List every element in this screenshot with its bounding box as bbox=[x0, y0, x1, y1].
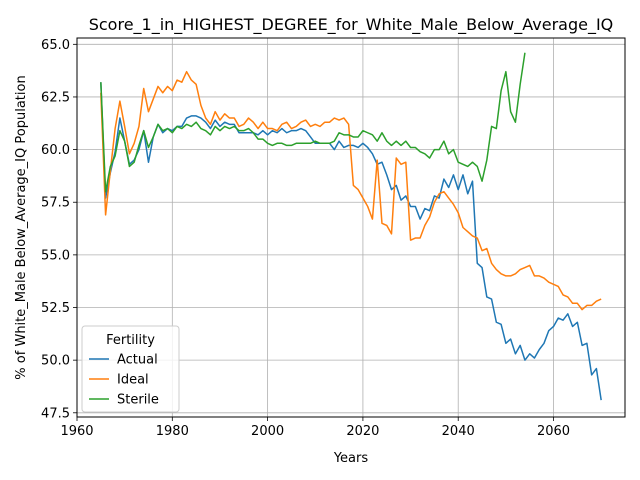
y-tick-label: 52.5 bbox=[41, 301, 70, 316]
series-lines bbox=[100, 52, 602, 401]
legend-box bbox=[81, 325, 180, 413]
x-tick-label: 2020 bbox=[346, 424, 379, 439]
y-axis-label: % of White_Male Below_Average_IQ Populat… bbox=[14, 75, 29, 379]
x-tick-label: 2000 bbox=[251, 424, 284, 439]
x-tick-label: 2060 bbox=[537, 424, 570, 439]
x-tick-label: 2040 bbox=[442, 424, 475, 439]
y-tick-label: 57.5 bbox=[41, 196, 70, 211]
y-tick-label: 47.5 bbox=[41, 406, 70, 421]
y-tick-label: 65.0 bbox=[41, 38, 70, 53]
plot-frame bbox=[76, 37, 626, 418]
y-tick-label: 60.0 bbox=[41, 143, 70, 158]
legend-label-actual: Actual bbox=[117, 353, 158, 368]
legend-label-sterile: Sterile bbox=[117, 393, 159, 408]
legend-label-ideal: Ideal bbox=[117, 373, 149, 388]
x-axis-label: Years bbox=[333, 451, 369, 466]
y-tick-label: 62.5 bbox=[41, 90, 70, 105]
series-line-sterile bbox=[100, 52, 526, 193]
y-tick-label: 50.0 bbox=[41, 354, 70, 369]
legend-title: Fertility bbox=[106, 333, 155, 348]
series-line-ideal bbox=[100, 70, 602, 311]
y-axis: 47.5 50.0 52.5 55.0 57.5 60.0 62.5 65.0 bbox=[41, 38, 77, 421]
y-tick-label: 55.0 bbox=[41, 248, 70, 263]
chart-title: Score_1_in_HIGHEST_DEGREE_for_White_Male… bbox=[89, 15, 614, 35]
x-tick-label: 1980 bbox=[156, 424, 189, 439]
legend: Fertility Actual Ideal Sterile bbox=[81, 325, 180, 413]
x-axis: 1960 1980 2000 2020 2040 2060 bbox=[60, 417, 570, 439]
x-tick-label: 1960 bbox=[60, 424, 93, 439]
